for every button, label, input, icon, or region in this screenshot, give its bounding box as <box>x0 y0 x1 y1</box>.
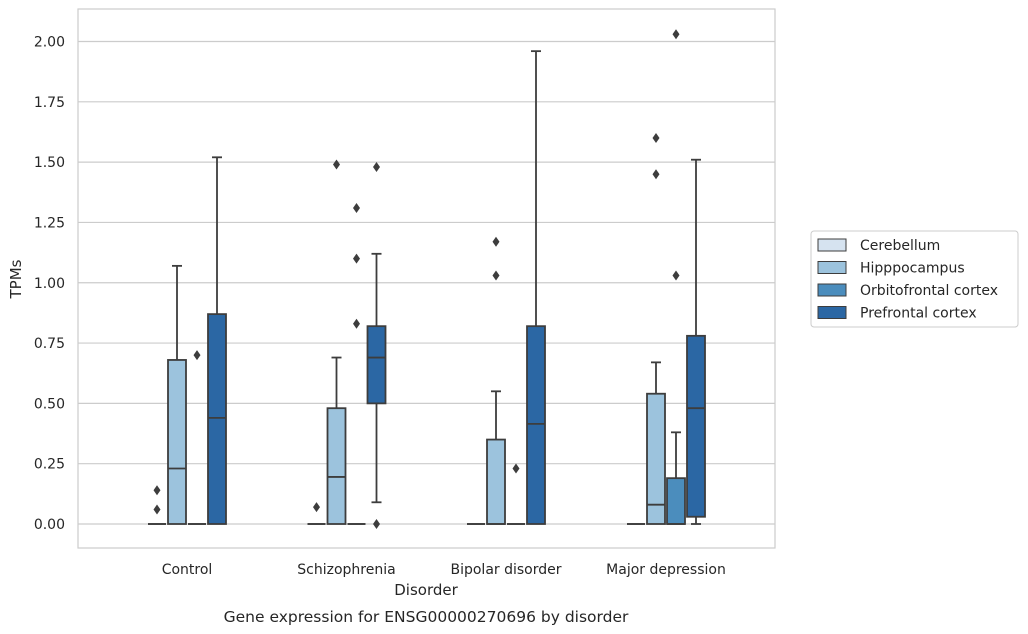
legend-swatch <box>817 283 847 297</box>
box-body <box>207 313 227 525</box>
outlier-point <box>353 318 360 329</box>
outlier-point <box>193 350 201 361</box>
box-body <box>686 334 706 518</box>
y-tick-label: 0.50 <box>34 396 65 412</box>
legend-label: Hipppocampus <box>860 261 965 277</box>
outlier-point <box>333 159 340 170</box>
outlier-point <box>652 133 660 143</box>
outlier-point <box>373 519 380 529</box>
outlier-point <box>672 270 680 281</box>
outlier-point <box>153 504 161 515</box>
x-tick-label: Bipolar disorder <box>450 562 561 578</box>
y-axis-ticks: 0.00 0.25 0.50 0.75 1.00 1.25 1.50 1.75 2.00 <box>34 35 65 534</box>
y-tick-label: 0.75 <box>34 336 65 352</box>
y-tick-label: 0.25 <box>34 457 65 473</box>
box-hipppocampus <box>646 133 666 525</box>
box-body <box>526 325 546 525</box>
chart-caption: Gene expression for ENSG00000270696 by d… <box>224 608 629 626</box>
y-tick-label: 1.75 <box>34 95 65 111</box>
legend-swatch <box>817 306 847 319</box>
x-tick-label: Control <box>162 562 213 578</box>
plot-area-border <box>77 8 776 549</box>
box-hipppocampus <box>486 236 506 525</box>
outlier-point <box>353 202 360 213</box>
legend-label: Prefrontal cortex <box>860 306 977 322</box>
box-groups <box>148 29 706 529</box>
box-cerebellum <box>148 485 166 525</box>
outlier-point <box>652 169 660 180</box>
box-orbitofrontal-cortex <box>347 202 366 525</box>
box-hipppocampus <box>326 159 347 525</box>
box-prefrontal-cortex <box>686 158 706 525</box>
outlier-point <box>353 253 360 264</box>
y-tick-label: 1.00 <box>34 276 65 292</box>
box-prefrontal-cortex <box>207 156 227 525</box>
box-orbitofrontal-cortex <box>188 350 206 525</box>
outlier-point <box>492 236 500 247</box>
outlier-point <box>492 270 500 281</box>
box-prefrontal-cortex <box>526 50 546 525</box>
legend: Cerebellum Hipppocampus Orbitofrontal cort… <box>810 230 1019 328</box>
box-body <box>646 392 666 525</box>
box-body <box>366 325 387 405</box>
outlier-point <box>313 502 320 513</box>
outlier-point <box>672 29 680 40</box>
y-axis-title: TPMs <box>7 259 25 299</box>
y-tick-label: 1.50 <box>34 155 65 171</box>
outlier-point <box>373 161 380 172</box>
legend-frame <box>810 230 1019 328</box>
legend-swatch <box>817 238 847 252</box>
box-body <box>326 407 347 525</box>
legend-label: Orbitofrontal cortex <box>860 283 998 299</box>
box-hipppocampus <box>167 264 187 525</box>
box-body <box>666 477 686 525</box>
x-tick-label: Major depression <box>606 562 726 578</box>
y-tick-label: 1.25 <box>34 215 65 231</box>
box-orbitofrontal-cortex <box>666 29 686 525</box>
box-prefrontal-cortex <box>366 161 387 529</box>
outlier-point <box>512 463 520 474</box>
x-axis-title: Disorder <box>394 581 458 599</box>
box-body <box>486 438 506 525</box>
box-cerebellum <box>307 502 326 525</box>
box-body <box>167 359 187 525</box>
box-orbitofrontal-cortex <box>507 463 525 525</box>
y-tick-label: 0.00 <box>34 517 65 533</box>
x-axis-ticks: Control Schizophrenia Bipolar disorder Majo… <box>162 562 726 578</box>
outlier-point <box>153 485 161 496</box>
legend-swatch <box>817 261 847 274</box>
x-tick-label: Schizophrenia <box>297 562 395 578</box>
legend-label: Cerebellum <box>860 238 940 254</box>
y-tick-label: 2.00 <box>34 35 65 51</box>
